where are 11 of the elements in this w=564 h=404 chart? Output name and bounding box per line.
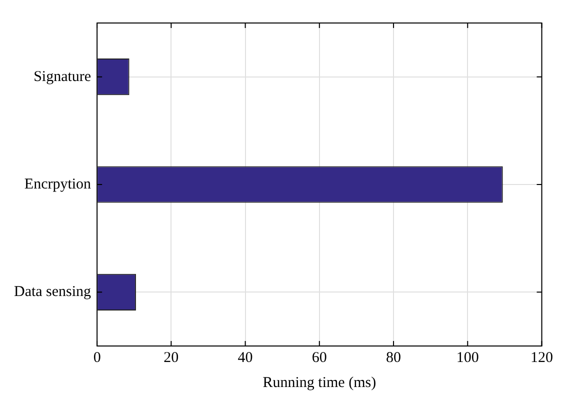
x-tick-label: 120	[530, 350, 553, 366]
x-tick-label: 0	[93, 350, 101, 366]
x-axis-title: Running time (ms)	[262, 374, 376, 391]
y-tick-label: Signature	[34, 68, 92, 85]
x-tick-label: 80	[386, 350, 402, 366]
y-tick-label: Encrpytion	[24, 176, 92, 192]
x-tick-label: 60	[312, 350, 327, 366]
x-tick-label: 20	[164, 350, 179, 366]
x-tick-label: 40	[238, 350, 253, 366]
y-tick-label: Data sensing	[14, 284, 92, 300]
x-tick-label: 100	[456, 350, 479, 366]
